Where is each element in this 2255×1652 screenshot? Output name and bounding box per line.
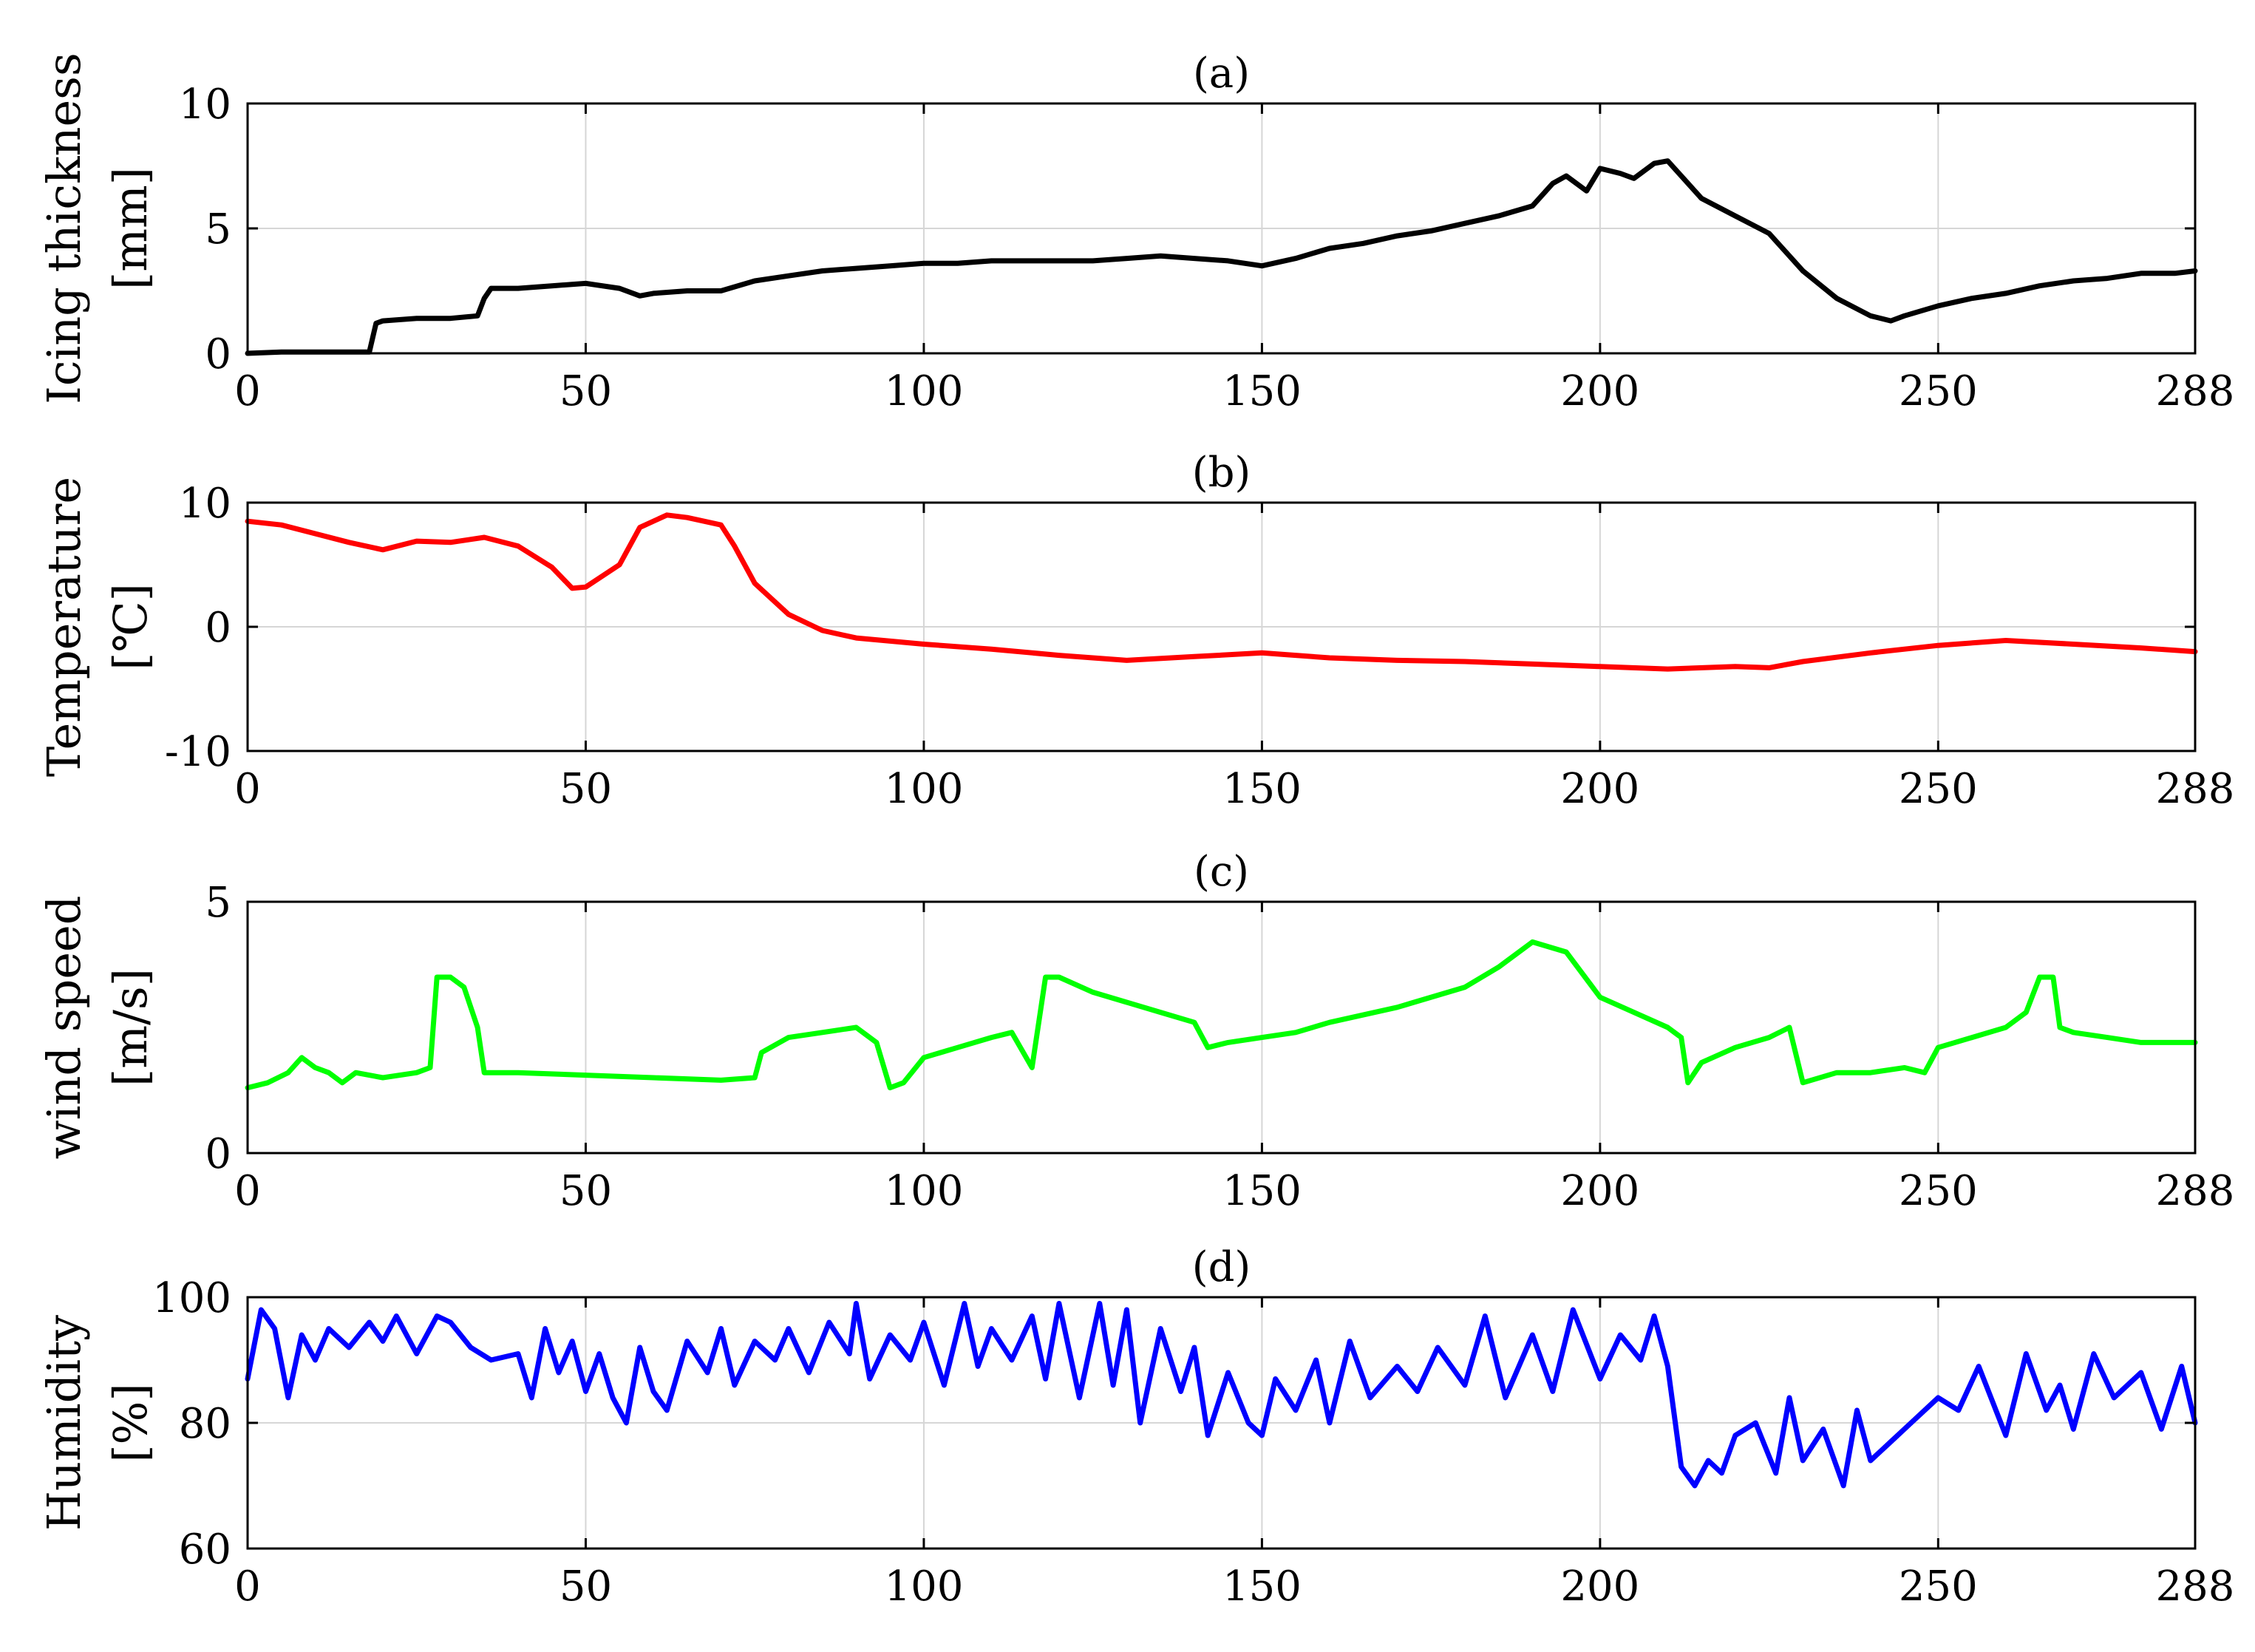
panel-a-xtick-label-0: 0	[234, 367, 261, 415]
panel-b-ytick-label-10: 10	[179, 480, 231, 528]
panel-d-xtick-label-250: 250	[1899, 1563, 1978, 1611]
panel-b-xtick-label-0: 0	[234, 765, 261, 813]
panel-b-ylabel-unit: [℃]	[103, 583, 157, 670]
panel-c-ylabel-quantity: wind speed	[37, 896, 91, 1160]
panel-c-ytick-label-5: 5	[205, 879, 231, 927]
panel-a: (a) Icing thickness [mm] 0 50 100 150 200 250…	[37, 50, 2234, 415]
panel-a-xtick-label-200: 200	[1560, 367, 1639, 415]
panel-a-ylabel-quantity: Icing thickness	[37, 52, 91, 404]
panel-c-xtick-label-150: 150	[1222, 1167, 1302, 1215]
panel-b-xtick-label-100: 100	[884, 765, 963, 813]
panel-b-title: (b)	[1192, 449, 1251, 497]
panel-a-xtick-label-100: 100	[884, 367, 963, 415]
panel-d-ytick-label-80: 80	[179, 1400, 231, 1448]
panel-c-xtick-label-0: 0	[234, 1167, 261, 1215]
panel-b-xtick-label-200: 200	[1560, 765, 1639, 813]
panel-b-series-line	[245, 512, 2198, 672]
panel-c-xtick-label-250: 250	[1899, 1167, 1978, 1215]
panel-c-ytick-label-0: 0	[205, 1130, 231, 1178]
panel-a-xtick-label-150: 150	[1222, 367, 1302, 415]
panel-c-ylabel-unit: [m/s]	[103, 968, 157, 1087]
panel-d-ylabel-unit: [%]	[103, 1383, 157, 1462]
panel-a-title: (a)	[1193, 50, 1250, 98]
panel-b: (b) Temperature [℃] 0 50 100 150 200 250 288-1…	[37, 449, 2234, 813]
panel-d-xtick-label-100: 100	[884, 1563, 963, 1611]
panel-a-xtick-label-250: 250	[1899, 367, 1978, 415]
panel-d-xtick-label-288: 288	[2156, 1563, 2235, 1611]
panel-c-axes-frame	[246, 900, 2197, 1155]
panel-b-xtick-label-50: 50	[560, 765, 612, 813]
panel-a-ytick-label-0: 0	[205, 330, 231, 378]
panel-c-title: (c)	[1194, 848, 1249, 896]
panel-d: (d) Humidity [%] 0 50 100 150 200 250 288 60 80 1…	[37, 1243, 2234, 1611]
panel-b-xtick-label-150: 150	[1222, 765, 1302, 813]
panel-a-ylabel-unit: [mm]	[103, 167, 157, 290]
panel-a-xtick-label-50: 50	[560, 367, 612, 415]
panel-b-ytick-label-0: 0	[205, 604, 231, 652]
panel-a-ytick-label-10: 10	[179, 81, 231, 129]
panel-d-ytick-label-100: 100	[152, 1274, 231, 1322]
panel-b-ytick-label--10: -10	[165, 728, 231, 776]
panel-c-xtick-label-200: 200	[1560, 1167, 1639, 1215]
panel-a-series-line	[245, 158, 2198, 356]
panel-d-title: (d)	[1192, 1243, 1251, 1291]
panel-c-xtick-label-288: 288	[2156, 1167, 2235, 1215]
panel-d-xtick-label-50: 50	[560, 1563, 612, 1611]
panel-a-ytick-label-5: 5	[205, 205, 231, 254]
panel-d-ytick-label-60: 60	[179, 1526, 231, 1574]
panel-c-xtick-label-50: 50	[560, 1167, 612, 1215]
panel-c-series-line	[245, 939, 2198, 1091]
panel-d-series-line	[245, 1301, 2198, 1489]
panel-b-ylabel-quantity: Temperature	[37, 477, 91, 777]
panel-c: (c) wind speed [m/s] 0 50 100 150 200 250 288 0…	[37, 848, 2234, 1215]
panel-d-xtick-label-0: 0	[234, 1563, 261, 1611]
panel-d-xtick-label-150: 150	[1222, 1563, 1302, 1611]
panel-d-xtick-label-200: 200	[1560, 1563, 1639, 1611]
panel-b-xtick-label-250: 250	[1899, 765, 1978, 813]
panel-a-xtick-label-288: 288	[2156, 367, 2235, 415]
panel-d-ylabel-quantity: Humidity	[37, 1315, 91, 1531]
panel-b-xtick-label-288: 288	[2156, 765, 2235, 813]
panel-c-xtick-label-100: 100	[884, 1167, 963, 1215]
